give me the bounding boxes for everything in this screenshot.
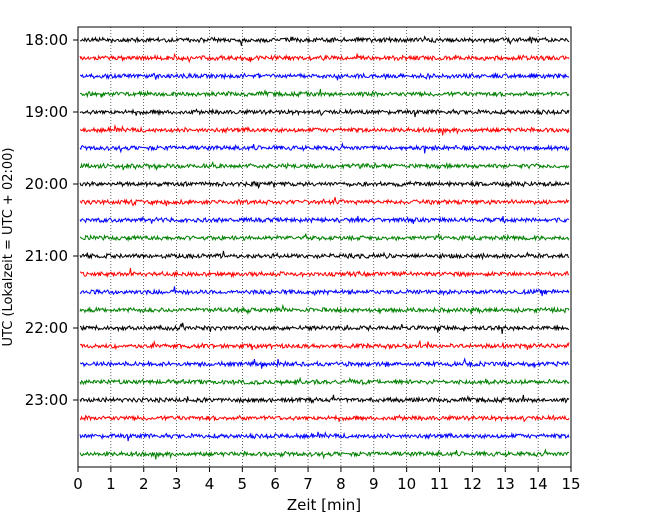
trace-line [79,215,570,225]
seismic-traces [79,35,570,460]
trace-line [79,322,569,334]
x-tick-label: 2 [139,475,149,493]
x-tick-label: 10 [397,475,416,493]
x-tick-label: 9 [369,475,379,493]
trace-line [79,232,570,242]
trace-line [79,107,570,118]
x-tick-label: 12 [463,475,482,493]
y-tick-label: 18:00 [25,31,68,49]
x-axis-label: Zeit [min] [287,496,361,514]
x-tick-label: 1 [106,475,116,493]
x-tick-label: 11 [430,475,449,493]
x-tick-label: 4 [205,475,215,493]
x-tick-label: 8 [336,475,346,493]
trace-line [79,123,570,136]
trace-line [79,448,570,460]
y-tick-label: 21:00 [25,247,68,265]
x-tick-label: 15 [561,475,580,493]
x-tick-label: 6 [270,475,280,493]
y-tick-label: 19:00 [25,103,68,121]
trace-line [79,430,570,442]
y-tick-label: 20:00 [25,175,68,193]
trace-line [80,161,570,172]
grid-lines [110,27,539,467]
y-axis-label: UTC (Lokalzeit = UTC + 02:00) [1,148,16,347]
x-tick-label: 5 [238,475,248,493]
x-tick-label: 7 [303,475,313,493]
trace-line [79,303,570,316]
x-tick-label: 0 [73,475,83,493]
trace-line [79,142,570,154]
trace-line [79,250,570,261]
trace-line [79,339,570,351]
y-axis: 18:00 19:00 20:00 21:00 22:00 23:00 [25,31,78,409]
trace-line [79,357,570,369]
trace-line [79,197,570,207]
trace-line [79,71,570,81]
trace-line [79,268,570,279]
trace-line [79,394,570,404]
x-axis: 0 1 2 3 4 5 6 7 8 9 10 11 12 13 14 15 [73,467,581,493]
trace-line [79,286,570,297]
trace-line [79,35,570,46]
y-tick-label: 22:00 [25,319,68,337]
trace-line [79,376,570,387]
x-tick-label: 3 [172,475,182,493]
trace-line [79,414,570,423]
trace-line [79,52,570,64]
x-tick-label: 13 [496,475,515,493]
trace-line [79,180,570,190]
x-tick-label: 14 [529,475,548,493]
plot-frame [77,26,572,468]
y-tick-label: 23:00 [25,391,68,409]
trace-line [79,88,570,99]
